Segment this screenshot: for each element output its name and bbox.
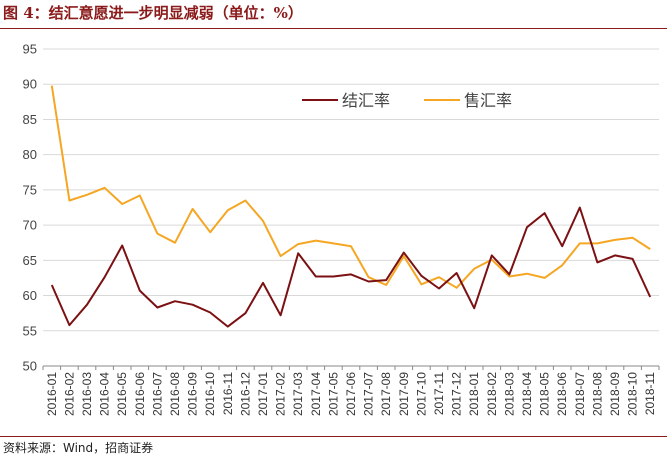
series-line-jiehui (50, 206, 652, 328)
x-tick-label: 2018-03 (502, 372, 516, 416)
x-tick-label: 2017-02 (274, 372, 288, 416)
x-tick-label: 2018-06 (555, 372, 569, 416)
y-axis-ticks: 50 55 60 65 70 75 80 85 90 95 (23, 42, 37, 374)
x-tick-label: 2016-06 (133, 372, 147, 416)
x-tick-label: 2017-07 (362, 372, 376, 416)
title-divider (0, 28, 667, 29)
x-tick-label: 2018-02 (485, 372, 499, 416)
x-tick-label: 2017-05 (326, 372, 340, 416)
x-tick-label: 2018-04 (520, 372, 534, 416)
y-tick-label: 60 (23, 288, 37, 303)
x-tick-label: 2017-11 (432, 372, 446, 415)
footer-divider (0, 436, 667, 437)
x-tick-label: 2016-01 (45, 372, 59, 416)
y-tick-label: 55 (23, 323, 37, 338)
x-tick-label: 2018-10 (626, 372, 640, 416)
x-tick-label: 2016-11 (221, 372, 235, 415)
y-tick-label: 65 (23, 253, 37, 268)
y-tick-label: 50 (23, 359, 37, 374)
series-line-shouhui (50, 85, 651, 289)
x-tick-label: 2016-04 (98, 372, 112, 416)
x-tick-label: 2017-12 (450, 372, 464, 416)
legend-label: 售汇率 (464, 91, 512, 110)
x-tick-label: 2016-02 (62, 372, 76, 416)
x-tick-label: 2016-07 (150, 372, 164, 416)
source-note: 资料来源：Wind，招商证券 (3, 441, 154, 455)
x-tick-label: 2018-08 (590, 372, 604, 416)
x-tick-label: 2017-01 (256, 372, 270, 416)
x-tick-label: 2017-10 (414, 372, 428, 416)
y-tick-label: 80 (23, 147, 37, 162)
legend-label: 结汇率 (342, 91, 390, 110)
axes (42, 365, 660, 370)
x-tick-label: 2016-10 (203, 372, 217, 416)
series-lines (50, 85, 652, 328)
x-tick-label: 2018-05 (538, 372, 552, 416)
x-tick-label: 2018-07 (573, 372, 587, 416)
x-tick-label: 2017-03 (291, 372, 305, 416)
x-tick-label: 2017-04 (309, 372, 323, 416)
chart-title: 图 4：结汇意愿进一步明显减弱（单位：%） (3, 4, 303, 22)
x-tick-label: 2017-06 (344, 372, 358, 416)
x-tick-label: 2017-09 (397, 372, 411, 416)
x-tick-label: 2016-12 (238, 372, 252, 416)
x-tick-label: 2016-05 (115, 372, 129, 416)
x-tick-label: 2017-08 (379, 372, 393, 416)
x-tick-label: 2016-09 (186, 372, 200, 416)
legend: 结汇率 售汇率 (302, 91, 512, 110)
y-tick-label: 90 (23, 77, 37, 92)
x-tick-label: 2018-09 (608, 372, 622, 416)
y-tick-label: 95 (23, 42, 37, 57)
y-tick-label: 75 (23, 182, 37, 197)
x-axis-ticks: 2016-01 2016-02 2016-03 2016-04 2016-05 2016-… (45, 372, 657, 416)
y-tick-label: 85 (23, 112, 37, 127)
x-tick-label: 2018-11 (643, 372, 657, 415)
x-tick-label: 2018-01 (467, 372, 481, 416)
y-tick-label: 70 (23, 218, 37, 233)
x-tick-label: 2016-03 (80, 372, 94, 416)
x-tick-label: 2016-08 (168, 372, 182, 416)
